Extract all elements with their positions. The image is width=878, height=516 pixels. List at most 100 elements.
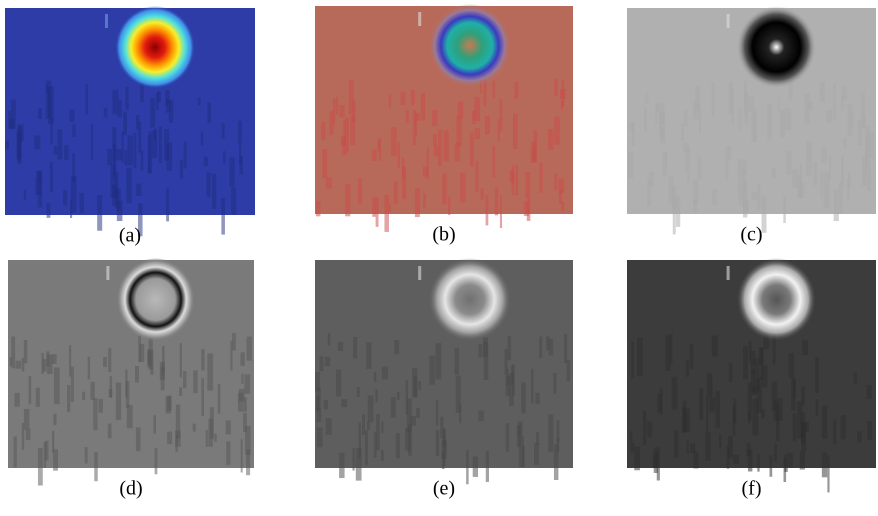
image-texture: [420, 93, 425, 121]
image-texture: [672, 185, 677, 210]
image-texture: [841, 96, 844, 111]
image-texture: [783, 457, 787, 482]
image-texture: [515, 165, 518, 196]
image-texture: [847, 173, 851, 189]
image-texture: [668, 175, 674, 205]
image-texture: [480, 187, 484, 201]
image-texture: [711, 335, 718, 357]
image-texture: [34, 135, 41, 150]
image-texture: [52, 431, 55, 453]
image-texture: [109, 376, 113, 398]
image-texture: [556, 438, 560, 453]
image-texture: [683, 143, 690, 152]
image-texture: [63, 190, 68, 206]
image-texture: [474, 128, 481, 140]
image-texture: [752, 398, 759, 436]
image-texture: [38, 108, 42, 119]
image-texture: [742, 161, 747, 175]
image-texture: [629, 431, 633, 443]
image-texture: [393, 180, 398, 205]
image-texture: [223, 151, 226, 164]
image-texture: [126, 404, 133, 429]
image-texture: [414, 187, 420, 218]
image-texture: [792, 413, 797, 442]
image-texture: [90, 381, 95, 400]
image-texture: [23, 408, 30, 430]
image-texture: [843, 137, 847, 149]
image-texture: [763, 333, 769, 350]
image-texture: [509, 170, 515, 183]
image-texture: [847, 104, 854, 136]
image-texture: [332, 98, 336, 125]
image-texture: [110, 163, 117, 198]
image-texture: [682, 407, 685, 433]
image-texture: [137, 203, 143, 237]
image-texture: [693, 198, 697, 213]
image-texture: [138, 121, 142, 153]
panel-caption: (e): [433, 478, 455, 500]
image-texture: [214, 433, 217, 443]
image-texture: [670, 333, 673, 364]
image-texture: [217, 383, 221, 414]
image-texture: [478, 344, 483, 358]
image-texture: [761, 195, 767, 233]
image-texture: [656, 446, 660, 481]
image-texture: [435, 399, 439, 426]
image-texture: [410, 90, 415, 106]
image-texture: [72, 124, 76, 138]
image-texture: [634, 446, 640, 471]
image-texture: [521, 382, 526, 414]
image-texture: [659, 102, 665, 139]
image-texture: [164, 129, 170, 161]
image-texture: [378, 137, 382, 161]
image-texture: [339, 452, 345, 479]
image-texture: [103, 108, 108, 118]
image-texture: [560, 89, 566, 100]
image-texture: [45, 80, 52, 119]
image-texture: [548, 339, 554, 356]
image-texture: [438, 129, 443, 167]
image-texture: [792, 169, 798, 188]
image-texture: [862, 156, 867, 186]
image-glint: [418, 12, 422, 26]
image-texture: [405, 380, 408, 415]
image-texture: [179, 159, 184, 179]
image-texture: [728, 81, 734, 114]
image-texture: [415, 112, 420, 121]
image-texture: [699, 388, 704, 420]
image-texture: [412, 109, 417, 146]
image-texture: [558, 178, 565, 194]
image-texture: [64, 145, 69, 160]
image-texture: [637, 338, 643, 376]
image-texture: [747, 382, 752, 421]
image-texture: [116, 200, 123, 222]
panel-caption: (d): [119, 478, 142, 500]
image-texture: [694, 85, 701, 109]
image-texture: [246, 336, 252, 361]
image-texture: [857, 431, 862, 443]
image-texture: [17, 124, 21, 162]
image-texture: [135, 366, 139, 383]
image-texture: [726, 446, 730, 469]
image-texture: [197, 97, 201, 106]
image-texture: [381, 421, 384, 433]
image-texture: [828, 154, 831, 181]
hot-spot: [115, 5, 195, 89]
image-texture: [748, 340, 752, 362]
image-texture: [693, 102, 699, 119]
image-texture: [756, 377, 763, 413]
image-texture: [373, 431, 377, 458]
image-texture: [827, 455, 830, 493]
image-texture: [348, 80, 354, 115]
image-texture: [785, 150, 792, 176]
image-texture: [345, 184, 351, 217]
image-texture: [475, 160, 479, 193]
image-texture: [483, 79, 487, 106]
image-texture: [362, 414, 366, 436]
image-texture: [799, 451, 805, 470]
image-texture: [698, 105, 701, 134]
image-texture: [114, 187, 119, 199]
image-texture: [53, 145, 58, 155]
image-texture: [804, 93, 810, 125]
